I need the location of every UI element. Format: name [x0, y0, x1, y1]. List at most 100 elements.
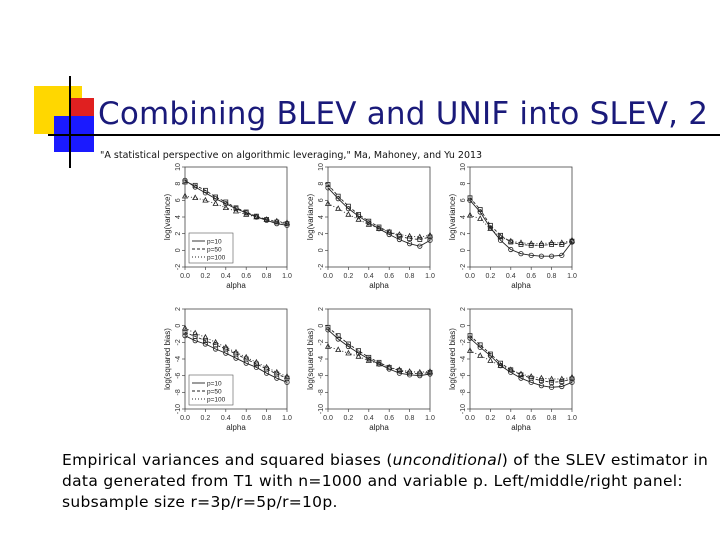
x-tick-label: 0.0 — [323, 415, 333, 422]
data-point — [528, 373, 535, 379]
data-point — [548, 384, 555, 390]
series-line-p=10 — [184, 335, 288, 383]
y-tick-label: 10 — [175, 163, 182, 171]
data-point — [223, 199, 229, 205]
data-point — [263, 216, 270, 222]
data-point — [517, 239, 525, 246]
data-point — [202, 341, 209, 347]
x-tick-label: 0.2 — [201, 415, 211, 422]
x-tick-label: 0.0 — [323, 273, 333, 280]
data-point — [426, 231, 434, 238]
legend-label: p=50 — [207, 389, 222, 396]
x-tick-label: 0.4 — [221, 273, 231, 280]
data-point — [375, 225, 383, 231]
data-point — [192, 334, 198, 339]
data-point — [517, 370, 525, 377]
data-point — [407, 236, 413, 242]
x-tick-label: 1.0 — [282, 415, 292, 422]
data-point — [325, 185, 331, 191]
series-line-p=10 — [327, 187, 431, 247]
data-point — [283, 219, 291, 226]
data-point — [396, 366, 403, 373]
legend-label: p=50 — [207, 247, 222, 254]
data-point — [253, 364, 260, 370]
series-line-p=10 — [184, 179, 288, 226]
data-point — [548, 253, 555, 259]
y-axis-label: log(squared bias) — [306, 328, 315, 390]
x-tick-label: 1.0 — [282, 273, 292, 280]
data-point — [467, 333, 473, 339]
data-point — [243, 353, 250, 360]
caption-part-1: Empirical variances and squared biases ( — [62, 451, 393, 469]
x-tick-label: 0.8 — [262, 273, 272, 280]
x-tick-label: 0.2 — [486, 273, 496, 280]
x-tick-label: 0.6 — [241, 415, 251, 422]
y-tick-label: -8 — [460, 389, 467, 395]
data-point — [181, 324, 189, 331]
series-line-p=10 — [469, 337, 573, 388]
data-point — [538, 374, 545, 381]
chart-panel-bottom-left: 0.0 0.2 0.4 0.6 0.8 1.0 -10 -8 -6 -4 -2 0 2 alpha log(… — [163, 307, 292, 432]
data-point — [345, 203, 351, 209]
legend-label: p=10 — [207, 239, 222, 246]
data-point — [487, 357, 494, 363]
x-axis-label: alpha — [511, 423, 531, 432]
y-tick-label: -10 — [318, 404, 325, 414]
plot-frame — [469, 166, 573, 268]
y-tick-label: -8 — [318, 389, 325, 395]
y-tick-label: 6 — [175, 198, 182, 202]
legend-label: p=10 — [207, 381, 222, 388]
y-tick-label: -4 — [318, 356, 325, 362]
x-axis-label: alpha — [369, 281, 389, 290]
series-line-p=50 — [327, 326, 431, 375]
data-point — [324, 200, 332, 206]
y-tick-label: -8 — [175, 389, 182, 395]
x-tick-label: 0.6 — [241, 273, 251, 280]
data-point — [222, 343, 229, 350]
y-tick-label: 2 — [318, 232, 325, 236]
data-point — [538, 253, 544, 259]
y-tick-label: -2 — [175, 339, 182, 345]
data-point — [182, 179, 188, 185]
data-point — [222, 204, 229, 211]
data-point — [212, 338, 219, 345]
x-tick-label: 0.0 — [180, 415, 190, 422]
legend-box — [188, 374, 234, 406]
x-tick-label: 0.0 — [465, 273, 475, 280]
data-point — [233, 205, 239, 211]
data-point — [345, 341, 351, 347]
y-tick-label: -4 — [460, 356, 467, 362]
data-point — [417, 243, 423, 249]
data-point — [508, 246, 514, 253]
data-point — [507, 237, 514, 244]
data-point — [559, 383, 565, 390]
y-tick-label: -6 — [175, 372, 182, 378]
x-axis-label: alpha — [226, 423, 246, 432]
series-line-p=50 — [184, 181, 288, 225]
data-point — [375, 360, 383, 367]
data-point — [386, 228, 393, 235]
legend-box — [188, 232, 234, 264]
y-tick-label: 8 — [175, 182, 182, 186]
x-tick-label: 0.4 — [506, 415, 516, 422]
data-point — [356, 348, 362, 354]
data-point — [477, 342, 483, 348]
y-tick-label: 0 — [460, 248, 467, 252]
y-axis-label: log(variance) — [163, 194, 172, 241]
x-axis-label: alpha — [511, 281, 531, 290]
data-point — [203, 338, 208, 344]
y-axis-label: log(squared bias) — [163, 328, 172, 390]
data-point — [416, 368, 423, 375]
series-line-p=50 — [184, 331, 288, 379]
data-point — [213, 194, 218, 200]
data-point — [477, 352, 484, 358]
y-tick-label: 8 — [460, 182, 467, 186]
x-tick-label: 1.0 — [567, 415, 577, 422]
citation: "A statistical perspective on algorithmi… — [100, 150, 483, 161]
data-point — [253, 213, 260, 220]
data-point — [345, 211, 352, 217]
x-tick-label: 1.0 — [567, 273, 577, 280]
data-point — [192, 194, 199, 201]
data-point — [528, 240, 535, 246]
data-point — [355, 353, 362, 359]
